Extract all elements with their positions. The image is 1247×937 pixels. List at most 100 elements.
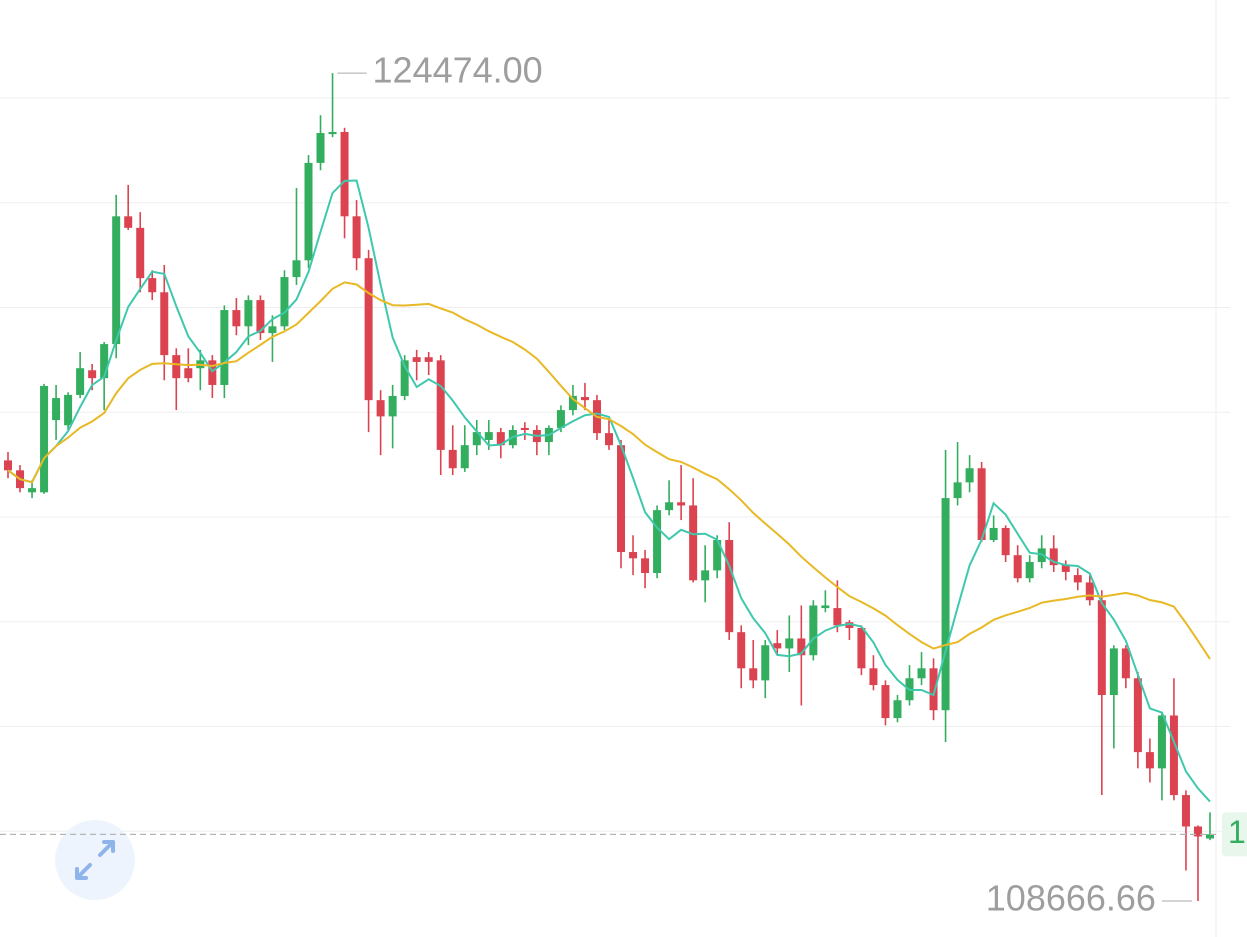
candle-body — [761, 645, 770, 681]
candle-body — [833, 608, 842, 626]
candle-body — [689, 505, 698, 581]
candle-body — [88, 370, 97, 379]
candle-body — [292, 260, 301, 278]
candle-body — [617, 445, 626, 553]
candle-body — [1049, 548, 1058, 566]
candle-body — [1061, 565, 1070, 572]
candle-body — [1145, 752, 1154, 769]
candle-body — [112, 216, 121, 345]
candle-body — [316, 133, 325, 163]
candle-body — [412, 357, 421, 362]
candle-body — [977, 468, 986, 540]
candle-body — [1085, 582, 1094, 601]
candle-body — [580, 397, 589, 401]
candle-body — [713, 539, 722, 571]
candle-body — [244, 300, 253, 327]
candle-body — [797, 638, 806, 656]
candle-body — [268, 326, 277, 334]
candle-body — [749, 668, 758, 681]
candle-body — [677, 502, 686, 506]
candle-body — [28, 488, 37, 493]
candle-body — [941, 498, 950, 711]
candle-body — [148, 278, 157, 293]
candle-body — [100, 344, 109, 379]
candle-body — [220, 310, 229, 385]
candle-body — [352, 216, 361, 259]
candle-body — [400, 360, 409, 396]
candle-body — [653, 510, 662, 573]
candles — [0, 73, 1218, 902]
candle-body — [496, 432, 505, 446]
candle-body — [1193, 826, 1202, 837]
candle-body — [304, 162, 313, 261]
candle-body — [965, 468, 974, 483]
candle-body — [76, 368, 85, 395]
expand-button-bg[interactable] — [55, 820, 135, 900]
candle-body — [184, 368, 193, 379]
candle-body — [256, 300, 265, 334]
candle-body — [809, 605, 818, 656]
candle-body — [737, 632, 746, 669]
max-label: 124474.00 — [373, 50, 543, 91]
candle-body — [460, 445, 469, 469]
candle-body — [1157, 715, 1166, 769]
candle-body — [328, 131, 337, 135]
candle-body — [1013, 555, 1022, 579]
candle-body — [160, 292, 169, 356]
candle-body — [785, 638, 794, 649]
candle-body — [1133, 678, 1142, 753]
candle-body — [1073, 575, 1082, 583]
candle-body — [845, 622, 854, 628]
candle-body — [484, 432, 493, 440]
candle-body — [208, 360, 217, 385]
candle-body — [448, 449, 457, 469]
candle-body — [124, 216, 133, 228]
candle-body — [472, 432, 481, 446]
candle-body — [136, 227, 145, 279]
candle-body — [280, 277, 289, 327]
candle-body — [629, 552, 638, 559]
candle-body — [989, 527, 998, 540]
ma-line — [7, 281, 1211, 660]
candle-body — [929, 668, 938, 711]
candle-body — [1001, 527, 1010, 556]
candle-body — [881, 685, 890, 719]
candle-body — [376, 400, 385, 417]
expand-button[interactable] — [55, 820, 135, 900]
candle-body — [1097, 600, 1106, 696]
candle-body — [568, 395, 577, 411]
ma-line — [7, 179, 1211, 803]
candle-body — [953, 482, 962, 499]
candle-body — [520, 427, 529, 431]
grid — [0, 97, 1230, 832]
candle-body — [641, 558, 650, 573]
candle-body — [556, 410, 565, 428]
candle-body — [364, 258, 373, 401]
candle-body — [821, 605, 830, 609]
candle-body — [1206, 834, 1214, 839]
candle-body — [172, 355, 181, 379]
candle-body — [1025, 561, 1034, 579]
candle-body — [232, 310, 241, 327]
candle-body — [857, 627, 866, 669]
candle-body — [605, 433, 613, 446]
candle-body — [340, 131, 349, 217]
expand-icon[interactable] — [75, 840, 115, 880]
candle-body — [52, 398, 61, 421]
candle-body — [1121, 648, 1130, 679]
candle-body — [869, 668, 878, 686]
candle-body — [773, 643, 782, 649]
candle-body — [436, 360, 445, 450]
candle-body — [64, 394, 73, 426]
candle-body — [424, 357, 433, 362]
candle-body — [701, 570, 710, 581]
candle-body — [725, 539, 734, 633]
price-tag: 1 — [1228, 814, 1246, 850]
candle-body — [665, 502, 674, 511]
candle-body — [893, 700, 902, 719]
min-label: 108666.66 — [986, 878, 1156, 919]
price-tag-bg — [1222, 812, 1247, 857]
candle-body — [917, 668, 926, 679]
